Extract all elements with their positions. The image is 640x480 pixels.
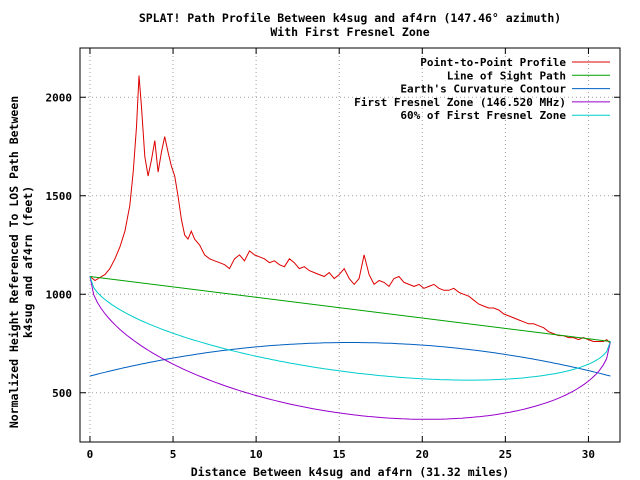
x-tick-label: 5	[170, 448, 177, 461]
legend-entry-label: Earth's Curvature Contour	[400, 83, 566, 96]
x-tick-label: 15	[333, 448, 346, 461]
y-tick-label: 2000	[46, 91, 73, 104]
y-tick-label: 500	[52, 387, 72, 400]
y-tick-label: 1000	[46, 288, 73, 301]
series-line-3	[89, 342, 611, 377]
y-tick-label: 1500	[46, 190, 73, 203]
legend-entry-label: 60% of First Fresnel Zone	[400, 109, 566, 122]
x-tick-label: 30	[582, 448, 595, 461]
plot-frame	[79, 47, 621, 443]
chart-title: SPLAT! Path Profile Between k4sug and af…	[139, 11, 561, 25]
series-line-4	[89, 276, 611, 420]
series-line-1	[89, 75, 611, 344]
y-axis-label-line2: k4sug and af4rn (feet)	[21, 186, 35, 338]
plot-area: 0 5 10 15 20 25 30 500 1000 1500 2000	[46, 47, 621, 461]
legend-entry-label: Point-to-Point Profile	[420, 56, 566, 69]
chart-subtitle: With First Fresnel Zone	[270, 25, 429, 39]
x-tick-label: 25	[499, 448, 512, 461]
y-axis-label-line1: Normalized Height Referenced To LOS Path…	[7, 96, 21, 428]
legend-entry-label: Line of Sight Path	[447, 69, 566, 82]
x-tick-label: 0	[87, 448, 94, 461]
x-tick-label: 20	[416, 448, 429, 461]
x-tick-label: 10	[249, 448, 262, 461]
legend-entry-label: First Fresnel Zone (146.520 MHz)	[354, 96, 566, 109]
x-axis-label: Distance Between k4sug and af4rn (31.32 …	[191, 465, 510, 479]
series-line-2	[89, 276, 611, 342]
series-line-5	[89, 276, 611, 381]
